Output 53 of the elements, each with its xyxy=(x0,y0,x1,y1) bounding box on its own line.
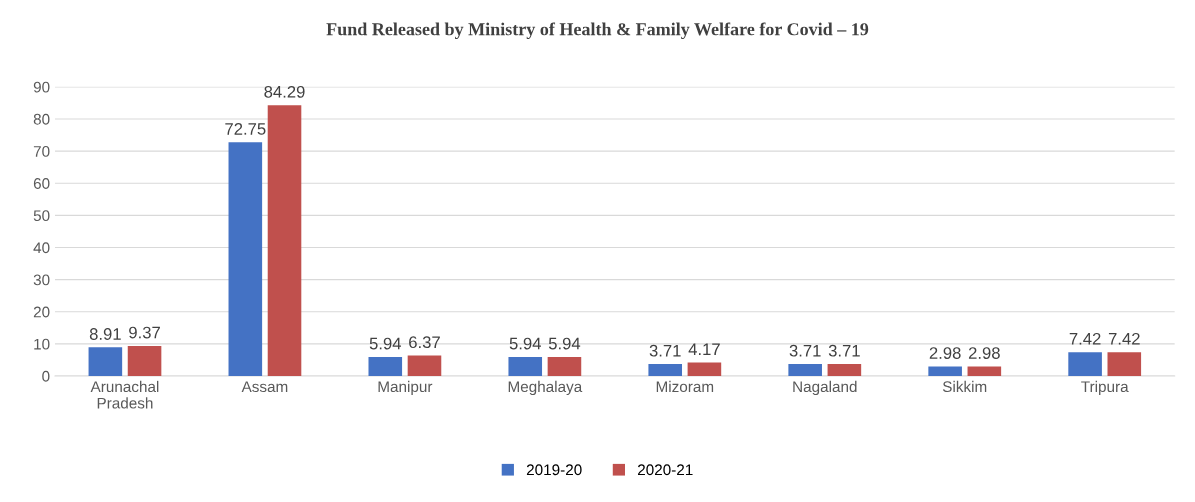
data-label: 7.42 xyxy=(1069,332,1101,345)
data-label: 5.94 xyxy=(509,337,541,350)
data-label: 7.42 xyxy=(1108,332,1140,345)
data-label: 5.94 xyxy=(548,337,581,350)
bar xyxy=(687,362,722,376)
data-label: 2.98 xyxy=(968,347,1000,359)
chart-title: Fund Released by Ministry of Health & Family Welfare for Covid – 19 xyxy=(326,22,869,40)
bar xyxy=(1107,352,1142,376)
data-label: 3.71 xyxy=(828,344,860,357)
data-label: 84.29 xyxy=(264,85,305,98)
bar xyxy=(127,345,162,376)
bar xyxy=(368,356,403,376)
data-label: 5.94 xyxy=(369,337,402,350)
bar xyxy=(228,142,263,376)
bar xyxy=(267,105,302,376)
data-label: 4.17 xyxy=(688,343,720,355)
bar xyxy=(967,366,1002,376)
x-tick-label: Sikkim xyxy=(942,380,987,393)
bar xyxy=(407,355,442,376)
x-tick-label: Nagaland xyxy=(793,380,857,396)
y-tick-label: 40 xyxy=(33,242,50,254)
x-tick-label: Mizoram xyxy=(656,380,714,393)
x-tick-label: Manipur xyxy=(378,380,433,396)
bar xyxy=(928,366,962,376)
data-label: 6.37 xyxy=(409,336,440,349)
y-tick-label: 50 xyxy=(33,210,50,222)
bar xyxy=(827,364,862,376)
bar xyxy=(648,364,683,376)
bar xyxy=(508,356,543,376)
bar xyxy=(1068,352,1102,376)
data-label: 3.71 xyxy=(649,344,681,357)
y-tick-label: 20 xyxy=(33,306,50,318)
y-tick-label: 70 xyxy=(33,145,50,157)
y-tick-label: 30 xyxy=(33,274,50,286)
y-tick-label: 90 xyxy=(33,81,50,93)
data-label: 72.75 xyxy=(225,123,266,135)
x-tick-label: Meghalaya xyxy=(508,380,583,396)
bar xyxy=(88,347,123,376)
data-label: 8.91 xyxy=(89,328,121,340)
y-tick-label: 10 xyxy=(34,338,50,350)
data-label: 9.37 xyxy=(129,326,160,339)
data-label: 3.71 xyxy=(789,344,821,357)
y-tick-label: 80 xyxy=(33,113,50,125)
x-tick-label: Assam xyxy=(241,381,288,393)
y-tick-label: 0 xyxy=(42,370,50,382)
bar xyxy=(788,364,822,376)
x-tick-label: Tripura xyxy=(1081,380,1129,396)
legend-label: 2019-20 xyxy=(526,464,582,476)
legend-label: 2020-21 xyxy=(637,464,693,476)
data-label: 2.98 xyxy=(929,347,961,359)
bar xyxy=(547,356,582,376)
x-tick-label: Arunachal Pradesh xyxy=(90,380,159,409)
y-tick-label: 60 xyxy=(33,178,50,189)
